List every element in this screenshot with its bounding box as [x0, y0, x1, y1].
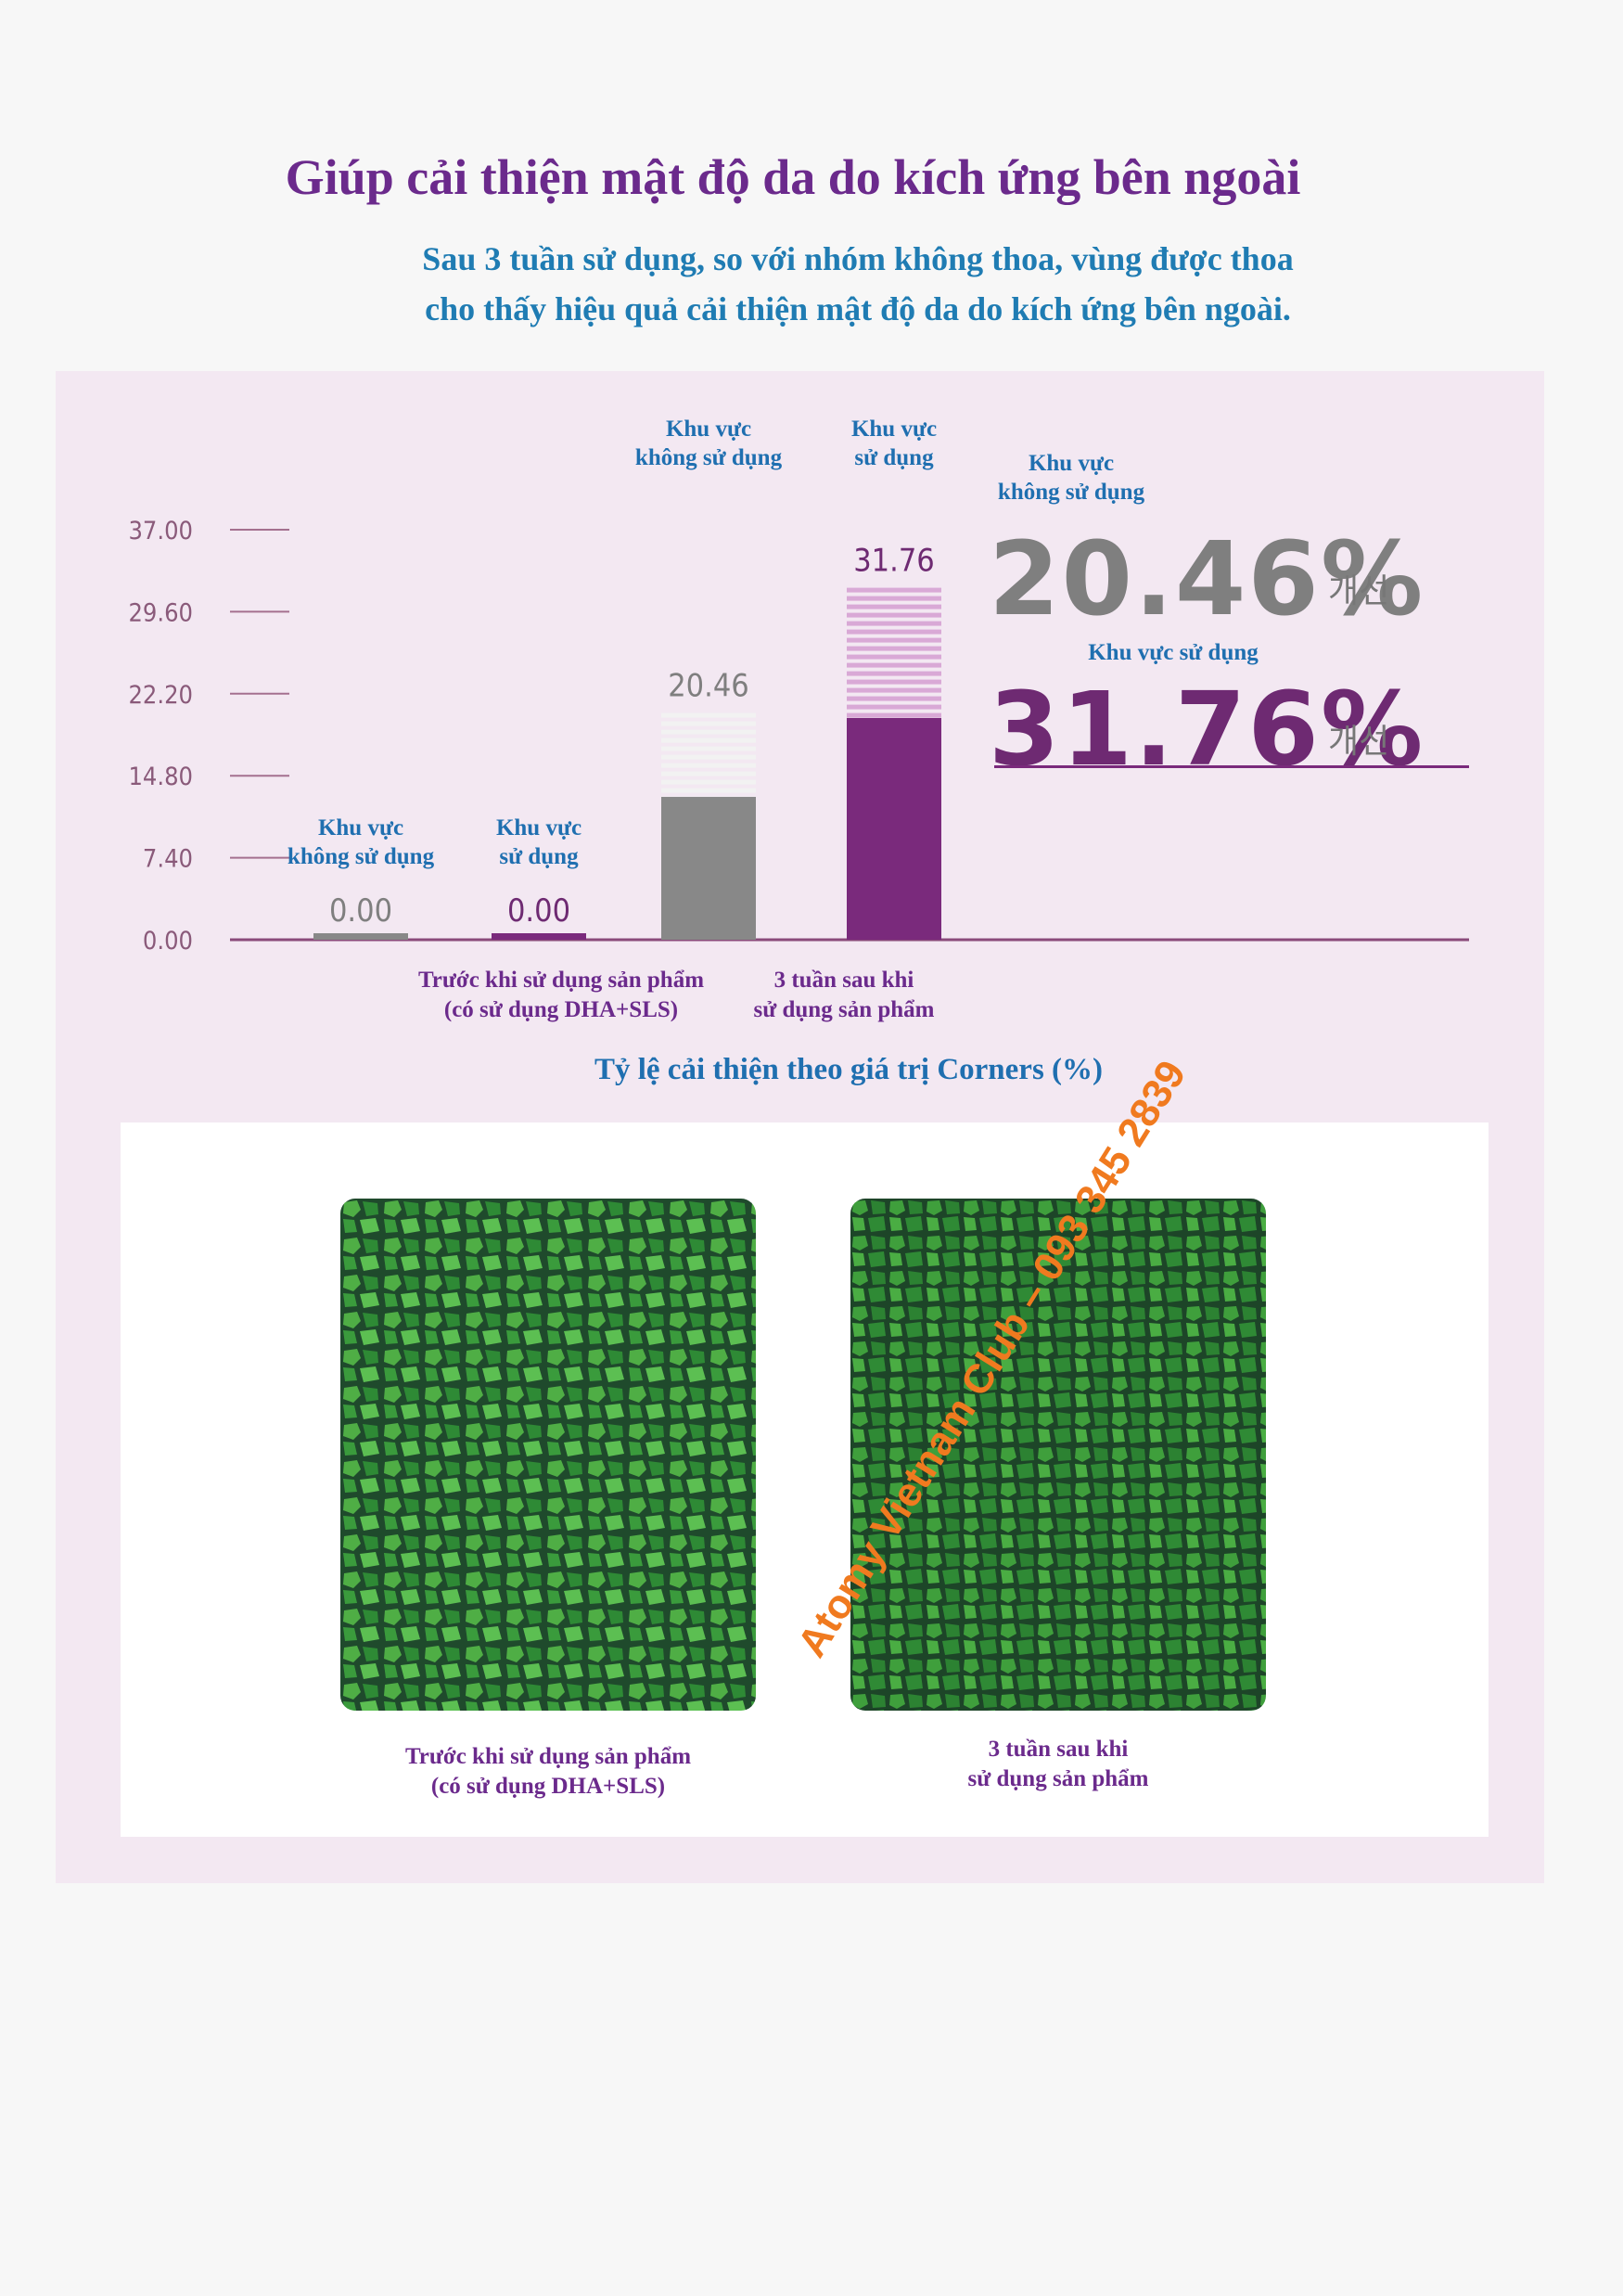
- x-category-label: 3 tuần sau khi: [774, 968, 914, 993]
- y-tick-label: 0.00: [143, 927, 193, 956]
- bar-value-label: 31.76: [853, 543, 935, 580]
- summary-unused-suffix: 개선: [1328, 572, 1390, 610]
- bar-value-label: 0.00: [329, 892, 392, 930]
- bar-stripe: [847, 654, 941, 660]
- summary-used-percent: 31.76%: [989, 670, 1425, 789]
- subtitle-line-1: Sau 3 tuần sử dụng, so với nhóm không th…: [422, 240, 1294, 277]
- bar-series-label: Khu vực: [496, 815, 581, 840]
- subtitle-line-2: cho thấy hiệu quả cải thiện mật độ da do…: [425, 290, 1291, 327]
- bar-series-label: sử dụng: [499, 844, 579, 869]
- bar-stripe: [847, 604, 941, 609]
- bar-stripe: [847, 629, 941, 635]
- after-caption-line1: 3 tuần sau khi: [988, 1737, 1129, 1762]
- before-skin-image: [340, 1199, 756, 1711]
- bar-stripe: [661, 763, 756, 768]
- bar: [661, 797, 756, 940]
- bar-stripe: [847, 646, 941, 651]
- bar-stripe: [847, 587, 941, 593]
- bar-stripe: [661, 779, 756, 785]
- bar-stripe: [661, 788, 756, 793]
- bar-stripe: [661, 721, 756, 726]
- bar-series-label: Khu vực: [666, 417, 751, 442]
- bar-stripe: [661, 754, 756, 760]
- image-frame: [121, 1122, 1489, 1837]
- y-tick-label: 14.80: [128, 763, 193, 791]
- bar-stripe: [661, 746, 756, 751]
- bar-stripe: [661, 712, 756, 718]
- after-image-caption: 3 tuần sau khi sử dụng sản phẩm: [850, 1735, 1266, 1794]
- bar-series-label: Khu vực: [318, 815, 403, 840]
- after-skin-texture: [850, 1199, 1266, 1711]
- bar-zero: [313, 933, 408, 940]
- bar-stripe: [847, 637, 941, 643]
- bar-stripe: [661, 771, 756, 776]
- bar-stripe: [661, 729, 756, 735]
- summary-used-label: Khu vực sử dụng: [1088, 640, 1259, 665]
- page-title: Giúp cải thiện mật độ da do kích ứng bên…: [285, 149, 1301, 205]
- after-skin-image: [850, 1199, 1266, 1711]
- x-category-label: (có sử dụng DHA+SLS): [444, 997, 678, 1022]
- bar-stripe: [847, 662, 941, 668]
- bar-series-label: không sử dụng: [288, 844, 435, 869]
- x-category-label: Trước khi sử dụng sản phẩm: [418, 968, 704, 993]
- before-caption-line2: (có sử dụng DHA+SLS): [430, 1774, 666, 1799]
- bar-series-label: sử dụng: [854, 445, 934, 470]
- summary-unused-label-line1: Khu vực: [1028, 451, 1115, 476]
- bar-stripe: [847, 596, 941, 601]
- bar-value-label: 20.46: [668, 668, 749, 705]
- bar-zero: [492, 933, 586, 940]
- y-tick-label: 29.60: [128, 598, 193, 627]
- bar-series-label: Khu vực: [851, 417, 937, 442]
- bar-stripe: [847, 612, 941, 618]
- y-tick-label: 22.20: [128, 681, 193, 710]
- bar-stripe: [847, 687, 941, 693]
- x-category-label: sử dụng sản phẩm: [754, 997, 935, 1022]
- y-tick-label: 7.40: [143, 845, 193, 874]
- bar-stripe: [847, 679, 941, 685]
- before-image-caption: Trước khi sử dụng sản phẩm (có sử dụng D…: [340, 1742, 756, 1802]
- bar-stripe: [847, 696, 941, 701]
- bar-chart: 37.00 29.60 22.20 14.80 7.40 0.00 0.00 Khu vực k…: [128, 417, 1469, 1022]
- before-skin-texture: [340, 1199, 756, 1711]
- bar: [847, 717, 941, 940]
- chart-caption: Tỷ lệ cải thiện theo giá trị Corners (%): [594, 1053, 1104, 1086]
- bar-stripe: [847, 621, 941, 626]
- summary-unused-percent: 20.46%: [989, 519, 1425, 638]
- bar-series-label: không sử dụng: [635, 445, 783, 470]
- bar-stripe: [847, 671, 941, 676]
- bar-stripe: [847, 712, 941, 718]
- summary-underline: [994, 765, 1469, 768]
- bar-value-label: 0.00: [507, 892, 570, 930]
- bar-stripe: [847, 704, 941, 710]
- summary-used-suffix: 개선: [1328, 723, 1390, 761]
- summary-unused-label-line2: không sử dụng: [997, 480, 1145, 505]
- bar-stripe: [661, 738, 756, 743]
- before-caption-line1: Trước khi sử dụng sản phẩm: [404, 1744, 692, 1769]
- after-caption-line2: sử dụng sản phẩm: [967, 1766, 1149, 1791]
- summary-unused-label: Khu vực không sử dụng: [965, 449, 1178, 507]
- y-tick-label: 37.00: [128, 517, 193, 545]
